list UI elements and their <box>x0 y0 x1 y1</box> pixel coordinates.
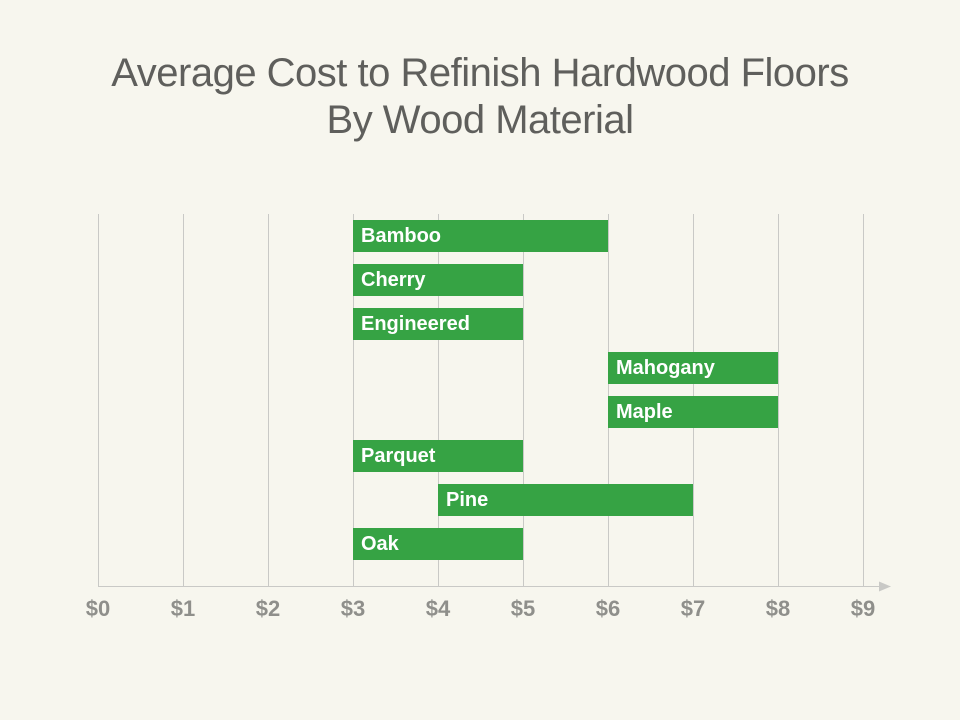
bar-parquet: Parquet <box>353 440 523 472</box>
x-tick-label: $1 <box>171 596 195 622</box>
x-tick-label: $0 <box>86 596 110 622</box>
bar-engineered: Engineered <box>353 308 523 340</box>
bar-label: Engineered <box>353 308 523 340</box>
gridline <box>268 214 269 586</box>
gridline <box>523 214 524 586</box>
chart-area: $0$1$2$3$4$5$6$7$8$9BambooCherryEngineer… <box>98 214 901 646</box>
gridline <box>183 214 184 586</box>
gridline <box>98 214 99 586</box>
x-tick-label: $2 <box>256 596 280 622</box>
bar-label: Maple <box>608 396 778 428</box>
x-axis-arrow-icon <box>879 582 891 592</box>
x-tick-label: $7 <box>681 596 705 622</box>
bar-bamboo: Bamboo <box>353 220 608 252</box>
bar-cherry: Cherry <box>353 264 523 296</box>
chart-title: Average Cost to Refinish Hardwood Floors… <box>0 0 960 144</box>
x-tick-label: $4 <box>426 596 450 622</box>
bar-maple: Maple <box>608 396 778 428</box>
x-tick-label: $6 <box>596 596 620 622</box>
bar-mahogany: Mahogany <box>608 352 778 384</box>
chart-title-line1: Average Cost to Refinish Hardwood Floors <box>111 51 848 95</box>
x-tick-label: $5 <box>511 596 535 622</box>
x-axis-line <box>98 586 881 587</box>
bar-label: Parquet <box>353 440 523 472</box>
bar-label: Bamboo <box>353 220 608 252</box>
bar-oak: Oak <box>353 528 523 560</box>
bar-label: Mahogany <box>608 352 778 384</box>
bar-label: Pine <box>438 484 693 516</box>
x-tick-label: $9 <box>851 596 875 622</box>
x-tick-label: $8 <box>766 596 790 622</box>
gridline <box>778 214 779 586</box>
x-tick-label: $3 <box>341 596 365 622</box>
bar-label: Oak <box>353 528 523 560</box>
chart-title-line2: By Wood Material <box>327 98 634 142</box>
bar-pine: Pine <box>438 484 693 516</box>
page: Average Cost to Refinish Hardwood Floors… <box>0 0 960 720</box>
gridline <box>863 214 864 586</box>
bar-label: Cherry <box>353 264 523 296</box>
